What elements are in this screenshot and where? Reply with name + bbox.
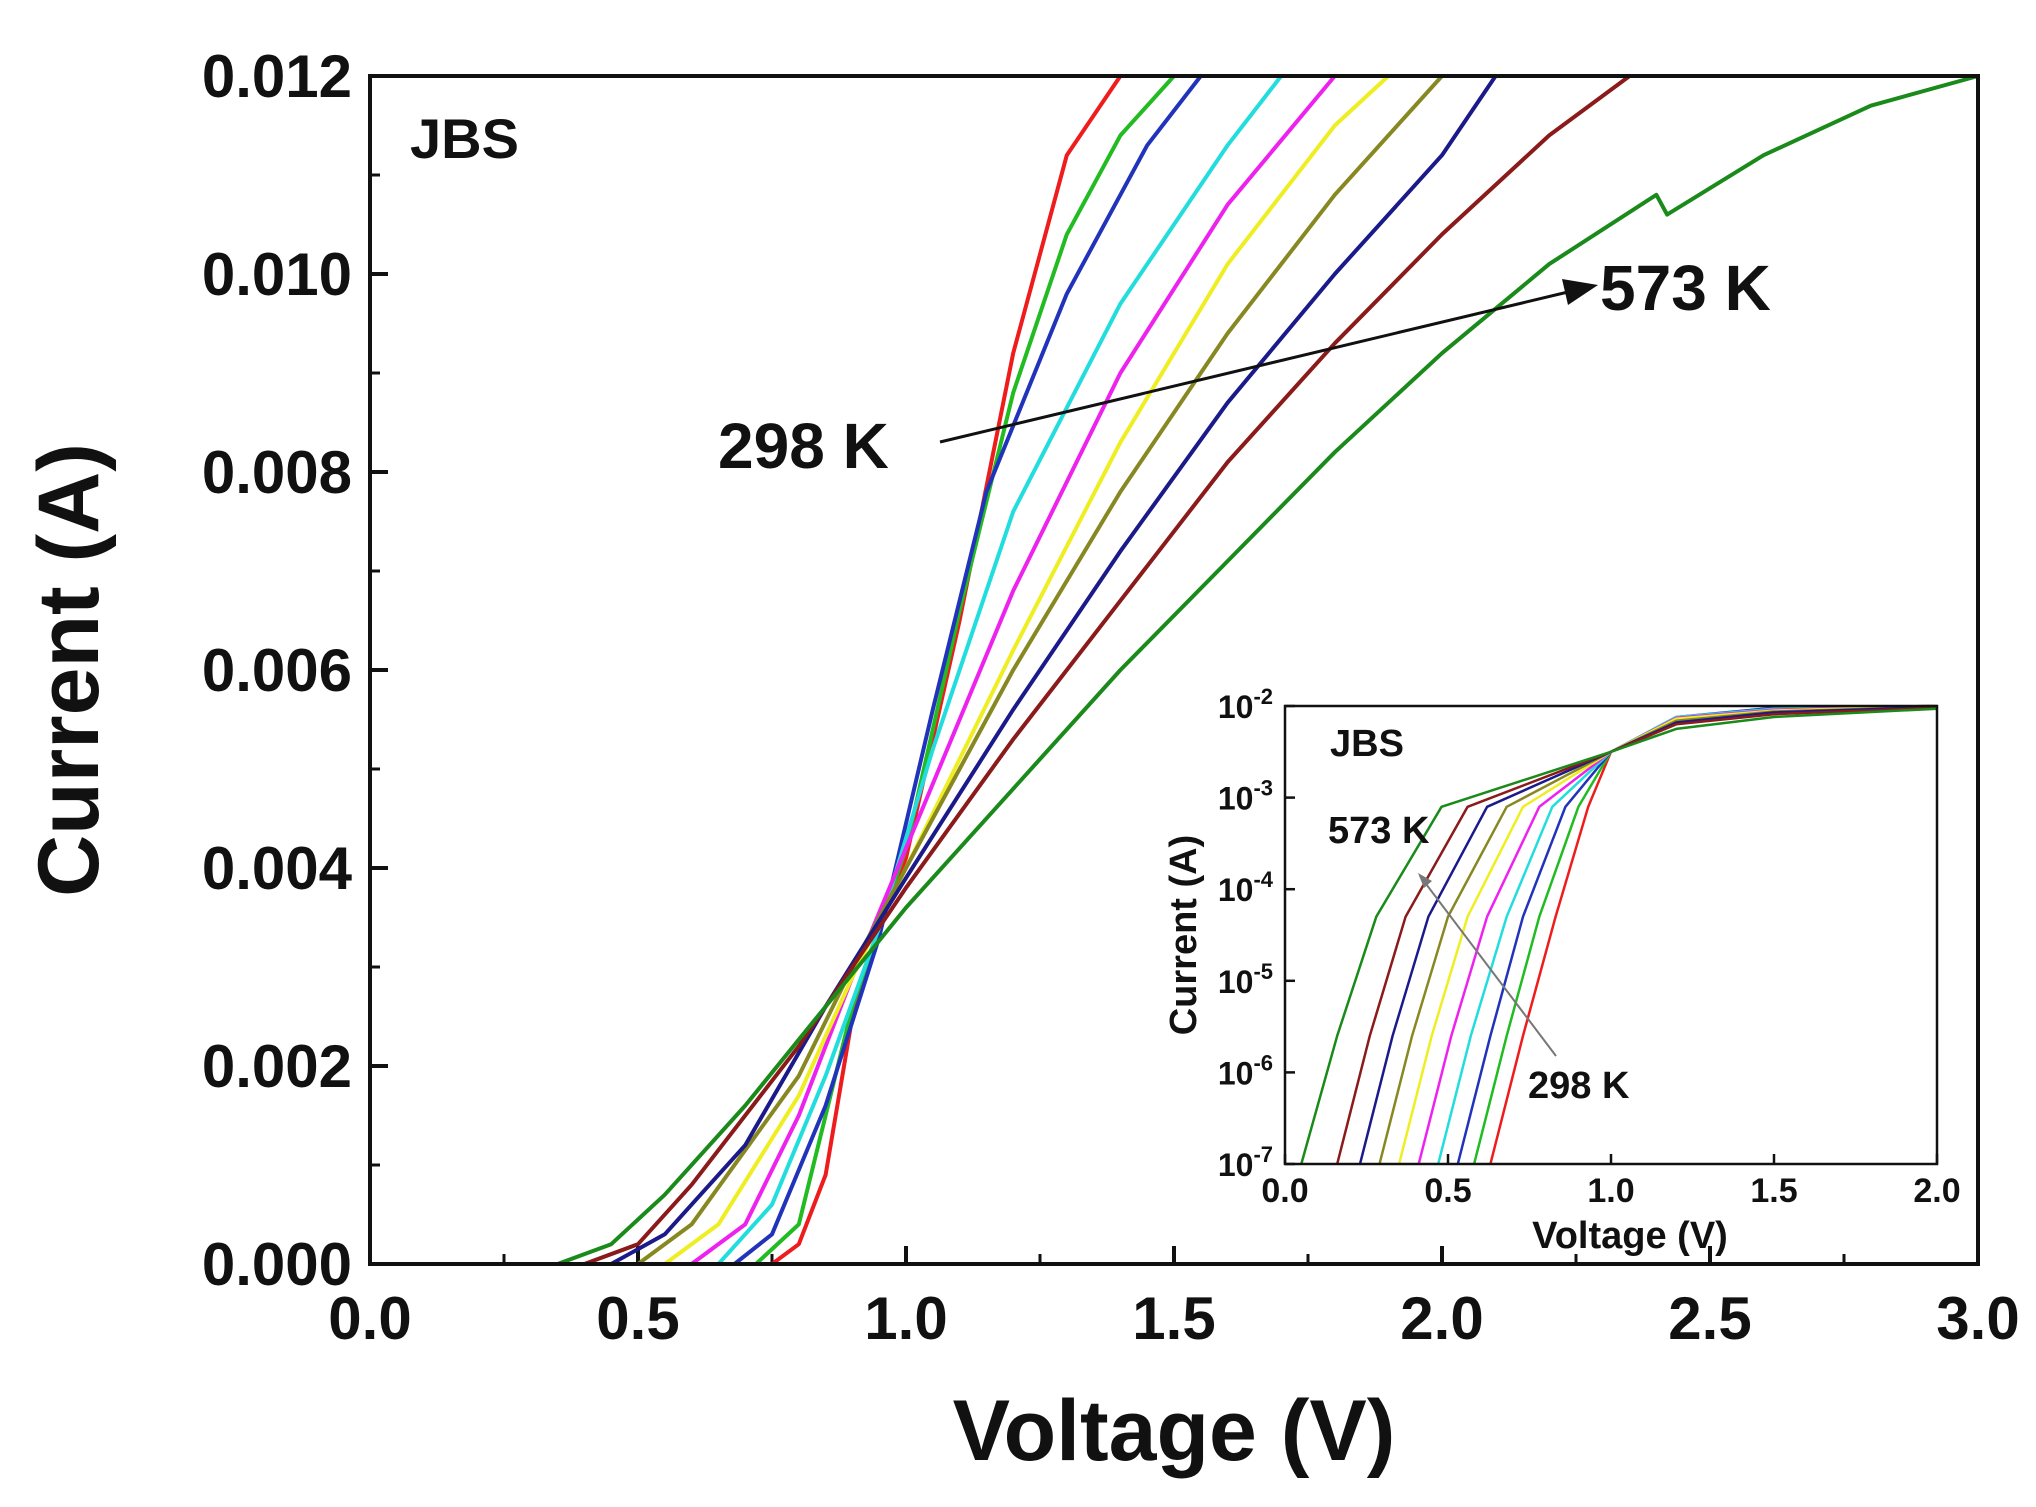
inset-series-line-473k (1358, 705, 1938, 1165)
inset-y-tick-label: 10-2 (1218, 684, 1273, 725)
main-series-line-348k (368, 74, 1203, 1266)
main-series-line-448k (368, 74, 1444, 1266)
main-series-line-473k (368, 74, 1498, 1266)
inset-y-tick-label: 10-5 (1218, 959, 1273, 1000)
main-series-line-498k (368, 74, 1632, 1266)
main-y-tick-label: 0.000 (202, 1231, 352, 1298)
inset-y-tick-label: 10-6 (1218, 1050, 1273, 1091)
inset-annotation-298k: 298 K (1528, 1065, 1630, 1107)
main-x-tick-label: 3.0 (1936, 1285, 2019, 1352)
main-x-tick-label: 2.0 (1400, 1285, 1483, 1352)
main-jbs-label: JBS (410, 107, 519, 170)
inset-x-axis-title: Voltage (V) (1532, 1215, 1728, 1257)
main-y-tick-label: 0.002 (202, 1033, 352, 1100)
inset-x-tick-label: 1.5 (1750, 1172, 1797, 1210)
annotation-573k: 573 K (1600, 252, 1771, 324)
main-x-tick-label: 2.5 (1668, 1285, 1751, 1352)
main-y-tick-label: 0.012 (202, 43, 352, 110)
inset-background (1285, 706, 1937, 1164)
inset-temperature-arrow-head (1418, 873, 1432, 888)
main-x-tick-label: 1.0 (864, 1285, 947, 1352)
main-y-tick-label: 0.006 (202, 637, 352, 704)
main-series (368, 74, 1980, 1266)
inset-jbs-label: JBS (1330, 723, 1404, 765)
inset-annotation-573k: 573 K (1328, 810, 1430, 852)
inset-temperature-arrow (1419, 875, 1557, 1057)
main-series-line-398k (368, 74, 1337, 1266)
inset-series-line-498k (1335, 706, 1938, 1165)
inset-x-tick-label: 0.5 (1424, 1172, 1471, 1210)
inset-x-tick-label: 2.0 (1913, 1172, 1960, 1210)
inset-series (1300, 704, 1938, 1165)
temperature-arrow (939, 290, 1569, 444)
inset-x-tick-label: 0.0 (1261, 1172, 1308, 1210)
inset-y-tick-label: 10-3 (1218, 776, 1273, 817)
main-x-tick-label: 0.0 (328, 1285, 411, 1352)
main-y-axis-title: Current (A) (21, 443, 117, 897)
main-y-tick-label: 0.010 (202, 241, 352, 308)
inset-series-line-573k (1300, 707, 1938, 1165)
inset-y-axis-title: Current (A) (1163, 835, 1205, 1036)
main-y-tick-label: 0.008 (202, 439, 352, 506)
main-plot-frame (368, 74, 1980, 1266)
inset-y-tick-label: 10-4 (1218, 867, 1274, 908)
inset-tick-labels: 0.0 0.5 1.0 1.5 2.0 10-7 10-6 10-5 10-4 10-3 10-2 (1218, 684, 1961, 1210)
main-x-axis-title: Voltage (V) (953, 1383, 1396, 1479)
main-x-tick-label: 1.5 (1132, 1285, 1215, 1352)
main-series-line-573k (368, 74, 1980, 1266)
inset-x-tick-label: 1.0 (1587, 1172, 1634, 1210)
main-series-line-373k (368, 74, 1284, 1266)
main-series-line-323k (368, 74, 1176, 1266)
inset-y-tick-label: 10-7 (1218, 1142, 1273, 1183)
main-y-tick-label: 0.004 (202, 835, 353, 902)
main-tick-labels: 0.0 0.5 1.0 1.5 2.0 2.5 3.00.0000.0020.0040.00… (202, 43, 2020, 1352)
main-x-tick-label: 0.5 (596, 1285, 679, 1352)
inset-plot-frame (1283, 704, 1939, 1166)
annotation-298k: 298 K (718, 410, 889, 482)
temperature-arrow-head (1562, 279, 1598, 305)
